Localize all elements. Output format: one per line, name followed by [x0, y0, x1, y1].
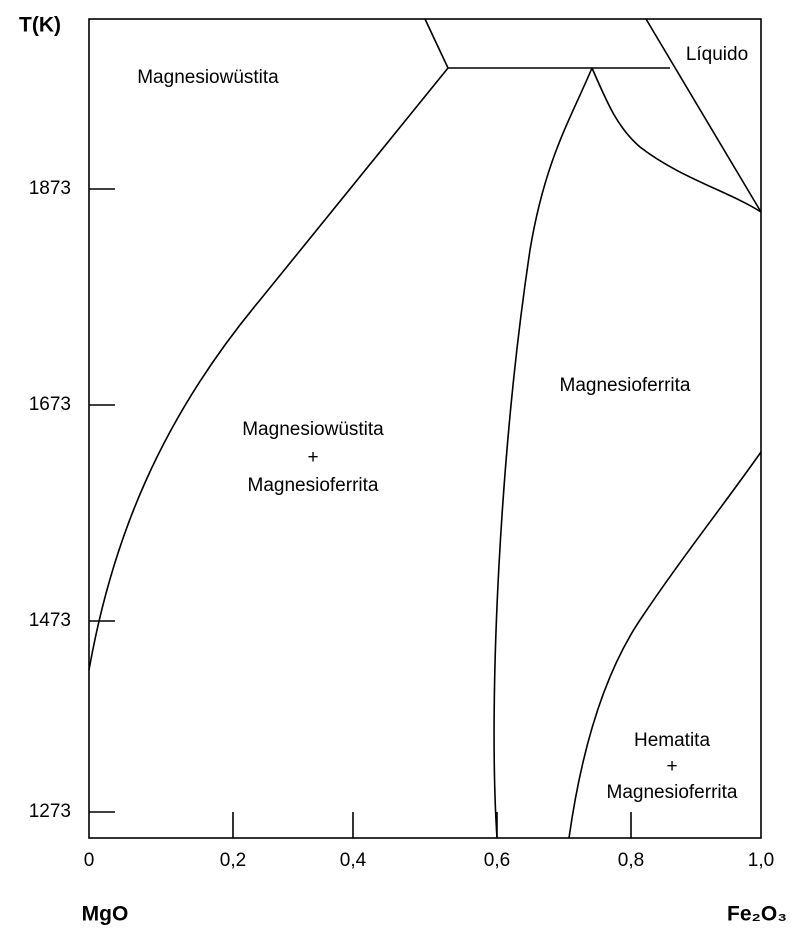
x-tick-label: 0,8: [618, 850, 644, 871]
y-tick-label: 1273: [29, 801, 71, 822]
plot-frame: [88, 18, 762, 839]
y-tick-label: 1473: [29, 610, 71, 631]
region-label: +: [307, 447, 318, 468]
y-tick-label: 1673: [29, 394, 71, 415]
y-tick-label: 1873: [29, 178, 71, 199]
x-left-title: MgO: [82, 903, 129, 926]
x-tick-label: 0,4: [340, 850, 367, 871]
x-right-title: Fe₂O₃: [727, 903, 787, 926]
x-tick-label: 0: [84, 850, 95, 871]
boundary: [88, 67, 449, 671]
region-label: Magnesiowüstita: [137, 67, 279, 88]
region-label: Magnesioferrita: [607, 782, 738, 803]
boundary: [424, 18, 449, 69]
boundary: [568, 451, 762, 839]
region-label: +: [666, 756, 677, 777]
boundary: [493, 67, 593, 839]
x-tick-label: 1,0: [748, 850, 774, 871]
region-label: Hematita: [634, 730, 710, 751]
region-label: Magnesioferrita: [248, 475, 379, 496]
x-tick-label: 0,6: [484, 850, 510, 871]
boundary: [645, 18, 762, 213]
region-label: Magnesioferrita: [560, 375, 691, 396]
region-label: Líquido: [686, 44, 748, 65]
region-label: Magnesiowüstita: [242, 419, 384, 440]
x-tick-label: 0,2: [220, 850, 246, 871]
y-title: T(K): [19, 14, 61, 37]
boundary: [591, 67, 762, 213]
